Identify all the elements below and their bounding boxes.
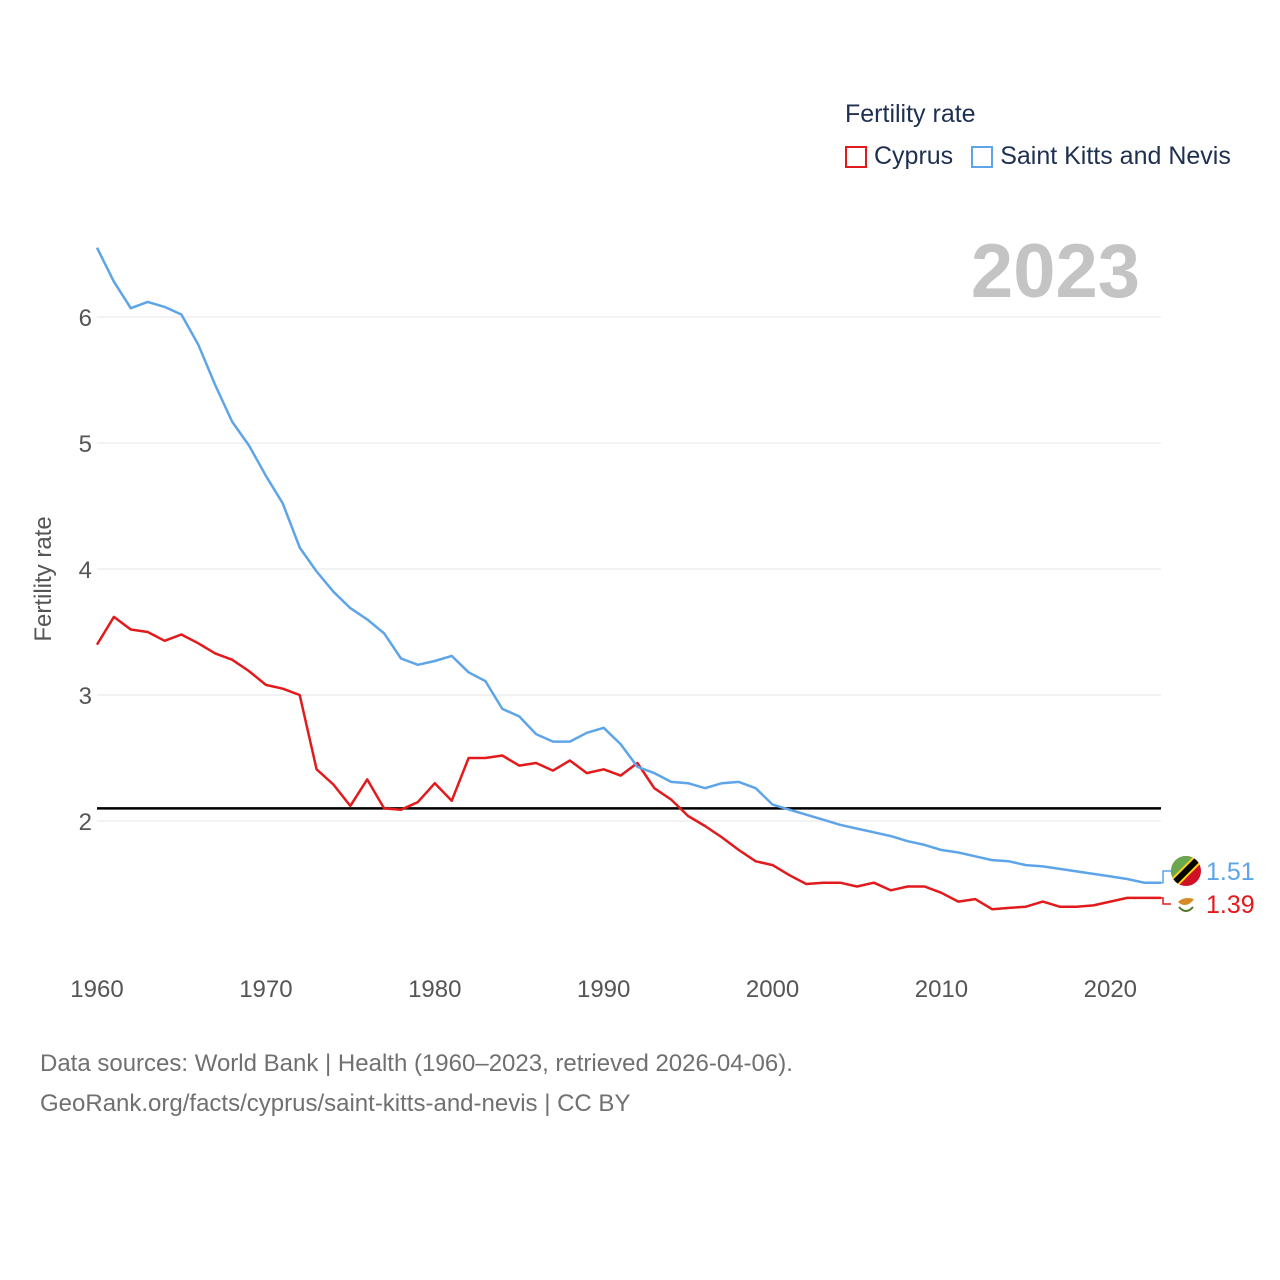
y-tick-label-2: 2 <box>79 809 92 836</box>
legend-swatch-cyprus <box>845 145 867 168</box>
legend-label-cyprus: Cyprus <box>874 142 954 170</box>
flag-icon-cyprus <box>1171 889 1201 919</box>
end-connector-saint-kitts-and-nevis <box>1161 870 1171 884</box>
footer: Data sources: World Bank | Health (1960–… <box>40 1044 793 1124</box>
x-tick-label-2000: 2000 <box>746 976 799 1003</box>
legend-item-saint-kitts-and-nevis[interactable]: Saint Kitts and Nevis <box>971 142 1231 171</box>
line-chart: 2 3 4 5 6 1960 1970 1980 1990 2000 2010 2020 Fertili… <box>30 247 1255 1003</box>
legend-swatch-saint-kitts-and-nevis <box>971 145 994 168</box>
x-tick-label-2020: 2020 <box>1084 976 1137 1003</box>
footer-link[interactable]: GeoRank.org/facts/cyprus/saint-kitts-and… <box>40 1090 631 1117</box>
legend: Cyprus Saint Kitts and Nevis <box>845 142 1249 171</box>
x-tick-label-1980: 1980 <box>408 976 461 1003</box>
legend-item-cyprus[interactable]: Cyprus <box>845 142 953 171</box>
y-axis-label: Fertility rate <box>30 516 57 641</box>
series-line-cyprus <box>95 615 1161 911</box>
x-tick-label-2010: 2010 <box>915 976 968 1003</box>
x-tick-label-1960: 1960 <box>70 976 123 1003</box>
x-tick-label-1990: 1990 <box>577 976 630 1003</box>
end-value-label-saint-kitts-and-nevis: 1.51 <box>1206 858 1255 886</box>
y-tick-label-5: 5 <box>79 431 92 458</box>
end-value-label-cyprus: 1.39 <box>1206 891 1255 919</box>
y-tick-label-6: 6 <box>79 305 92 332</box>
y-tick-label-3: 3 <box>79 683 92 710</box>
footer-sources: Data sources: World Bank | Health (1960–… <box>40 1050 793 1077</box>
flag-icon-saint-kitts-and-nevis <box>1171 856 1201 886</box>
x-tick-label-1970: 1970 <box>239 976 292 1003</box>
legend-label-saint-kitts-and-nevis: Saint Kitts and Nevis <box>1000 142 1231 170</box>
legend-title: Fertility rate <box>845 100 976 128</box>
end-connector-cyprus <box>1161 897 1171 905</box>
series-line-saint-kitts-and-nevis <box>95 247 1161 884</box>
y-tick-label-4: 4 <box>79 557 92 584</box>
year-label: 2023 <box>970 229 1140 314</box>
